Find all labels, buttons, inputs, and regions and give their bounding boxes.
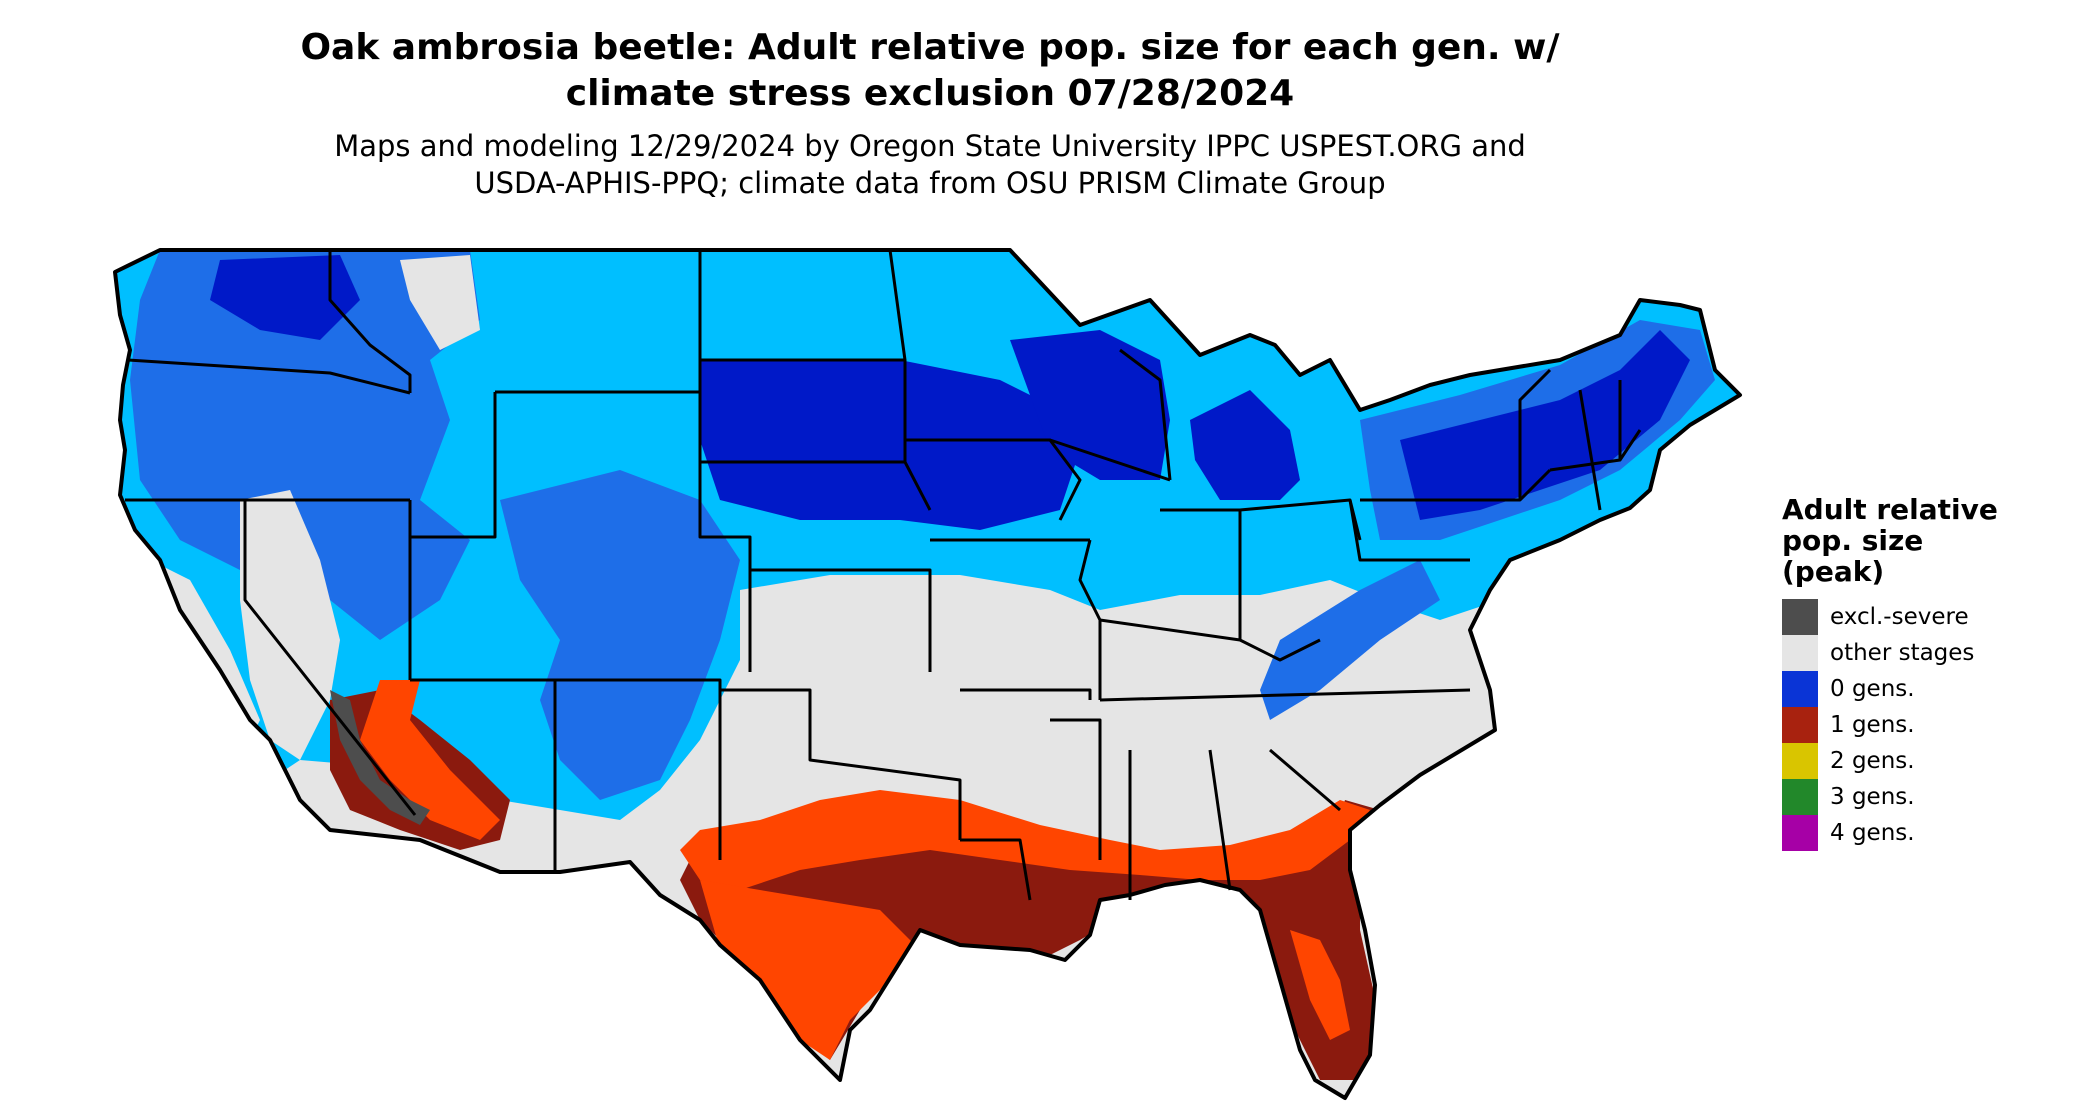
legend-label: 1 gens. [1830,712,1915,738]
legend-label: 4 gens. [1830,820,1915,846]
legend-label: other stages [1830,640,1975,666]
legend-item-4-gens: 4 gens. [1782,815,1998,851]
zone-orange-desert [360,680,500,840]
zone-grey-snake-plain [400,255,480,350]
legend-swatch [1782,671,1818,707]
map-title-line-2: climate stress exclusion 07/28/2024 [565,73,1295,114]
legend-item-3-gens: 3 gens. [1782,779,1998,815]
zone-orange-texas [700,880,920,1060]
legend-title-line-3: (peak) [1782,555,1885,588]
zone-dark-blue-plains [700,360,1080,530]
map-subtitle-line-2: USDA-APHIS-PPQ; climate data from OSU PR… [474,166,1386,200]
legend-title: Adult relative pop. size (peak) [1782,494,1998,587]
zone-dark-blue-northwest [210,255,360,340]
legend-title-line-2: pop. size [1782,524,1924,557]
legend-title-line-1: Adult relative [1782,493,1998,526]
legend-swatch [1782,707,1818,743]
legend-swatch [1782,779,1818,815]
map-title-line-1: Oak ambrosia beetle: Adult relative pop.… [300,27,1560,68]
legend-item-other-stages: other stages [1782,635,1998,671]
zone-dark-blue-northeast [1400,330,1690,520]
legend-label: 0 gens. [1830,676,1915,702]
legend-item-0-gens: 0 gens. [1782,671,1998,707]
legend-item-1-gens: 1 gens. [1782,707,1998,743]
zone-excluded-desert [330,690,430,825]
zone-orange-florida [1290,930,1350,1040]
legend-label: 3 gens. [1830,784,1915,810]
legend-swatch [1782,635,1818,671]
legend-label: excl.-severe [1830,604,1969,630]
zone-grey-great-basin [240,490,340,760]
zone-orange-gulf [680,790,1370,890]
zone-dark-blue-michigan [1190,390,1300,500]
legend-item-excl-severe: excl.-severe [1782,599,1998,635]
legend-swatch [1782,743,1818,779]
legend-items: excl.-severe other stages 0 gens. 1 gens… [1782,599,1998,851]
legend-label: 2 gens. [1830,748,1915,774]
legend-swatch [1782,815,1818,851]
zone-dark-blue-great-lakes [1010,330,1170,480]
legend-swatch [1782,599,1818,635]
zone-mid-blue [130,250,480,640]
legend-item-2-gens: 2 gens. [1782,743,1998,779]
legend: Adult relative pop. size (peak) excl.-se… [1782,494,1998,851]
state-borders [113,248,1742,1100]
map-subtitle-line-1: Maps and modeling 12/29/2024 by Oregon S… [334,129,1526,163]
zone-mid-blue-appalachia [1260,560,1440,720]
zone-mid-blue-rockies [500,470,740,800]
